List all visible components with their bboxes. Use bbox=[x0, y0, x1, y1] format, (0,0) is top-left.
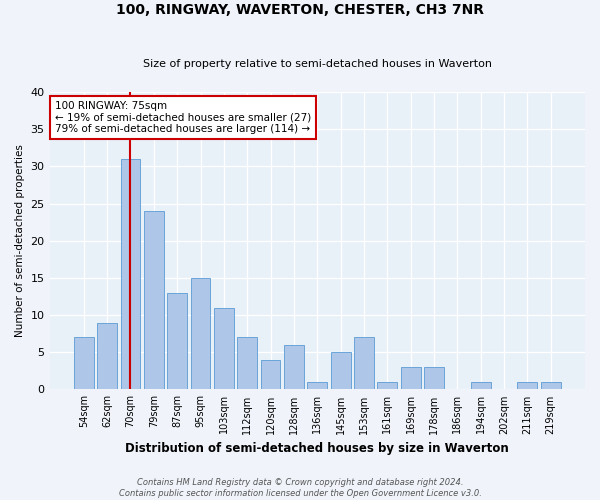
Bar bbox=[214, 308, 234, 390]
Bar bbox=[74, 338, 94, 390]
Text: 100, RINGWAY, WAVERTON, CHESTER, CH3 7NR: 100, RINGWAY, WAVERTON, CHESTER, CH3 7NR bbox=[116, 2, 484, 16]
Bar bbox=[401, 367, 421, 390]
Bar bbox=[191, 278, 211, 390]
Title: Size of property relative to semi-detached houses in Waverton: Size of property relative to semi-detach… bbox=[143, 59, 492, 69]
Bar bbox=[97, 322, 117, 390]
Text: Contains HM Land Registry data © Crown copyright and database right 2024.
Contai: Contains HM Land Registry data © Crown c… bbox=[119, 478, 481, 498]
Bar bbox=[260, 360, 280, 390]
Bar bbox=[424, 367, 444, 390]
Bar bbox=[307, 382, 327, 390]
Bar bbox=[121, 159, 140, 390]
Bar bbox=[517, 382, 538, 390]
Bar bbox=[167, 293, 187, 390]
Bar bbox=[284, 345, 304, 390]
Y-axis label: Number of semi-detached properties: Number of semi-detached properties bbox=[15, 144, 25, 337]
Bar bbox=[377, 382, 397, 390]
Text: 100 RINGWAY: 75sqm
← 19% of semi-detached houses are smaller (27)
79% of semi-de: 100 RINGWAY: 75sqm ← 19% of semi-detache… bbox=[55, 101, 311, 134]
Bar bbox=[471, 382, 491, 390]
Bar bbox=[331, 352, 350, 390]
Bar bbox=[541, 382, 560, 390]
Bar bbox=[354, 338, 374, 390]
X-axis label: Distribution of semi-detached houses by size in Waverton: Distribution of semi-detached houses by … bbox=[125, 442, 509, 455]
Bar bbox=[238, 338, 257, 390]
Bar bbox=[144, 211, 164, 390]
